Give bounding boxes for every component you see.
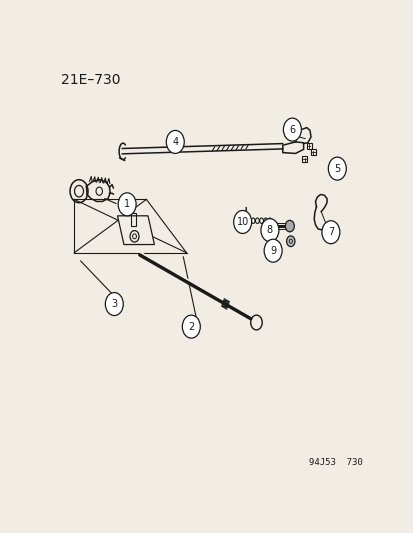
- Circle shape: [328, 157, 345, 180]
- Circle shape: [285, 220, 294, 232]
- Circle shape: [233, 211, 251, 233]
- Circle shape: [260, 219, 278, 241]
- Text: 4: 4: [172, 137, 178, 147]
- Polygon shape: [117, 216, 154, 245]
- Text: 7: 7: [327, 227, 333, 237]
- Text: 21E–730: 21E–730: [61, 73, 121, 87]
- Text: 9: 9: [269, 246, 275, 256]
- Text: 3: 3: [111, 299, 117, 309]
- Circle shape: [283, 118, 301, 141]
- Text: 8: 8: [266, 225, 272, 235]
- Text: 5: 5: [333, 164, 339, 174]
- Circle shape: [118, 193, 136, 216]
- Text: 1: 1: [124, 199, 130, 209]
- Circle shape: [182, 315, 200, 338]
- Text: 2: 2: [188, 321, 194, 332]
- Circle shape: [286, 236, 294, 247]
- Text: 94J53  730: 94J53 730: [309, 458, 362, 467]
- Circle shape: [105, 293, 123, 316]
- Circle shape: [166, 131, 184, 154]
- Circle shape: [263, 239, 281, 262]
- Circle shape: [321, 221, 339, 244]
- Text: 10: 10: [236, 217, 248, 227]
- Text: 6: 6: [289, 125, 295, 135]
